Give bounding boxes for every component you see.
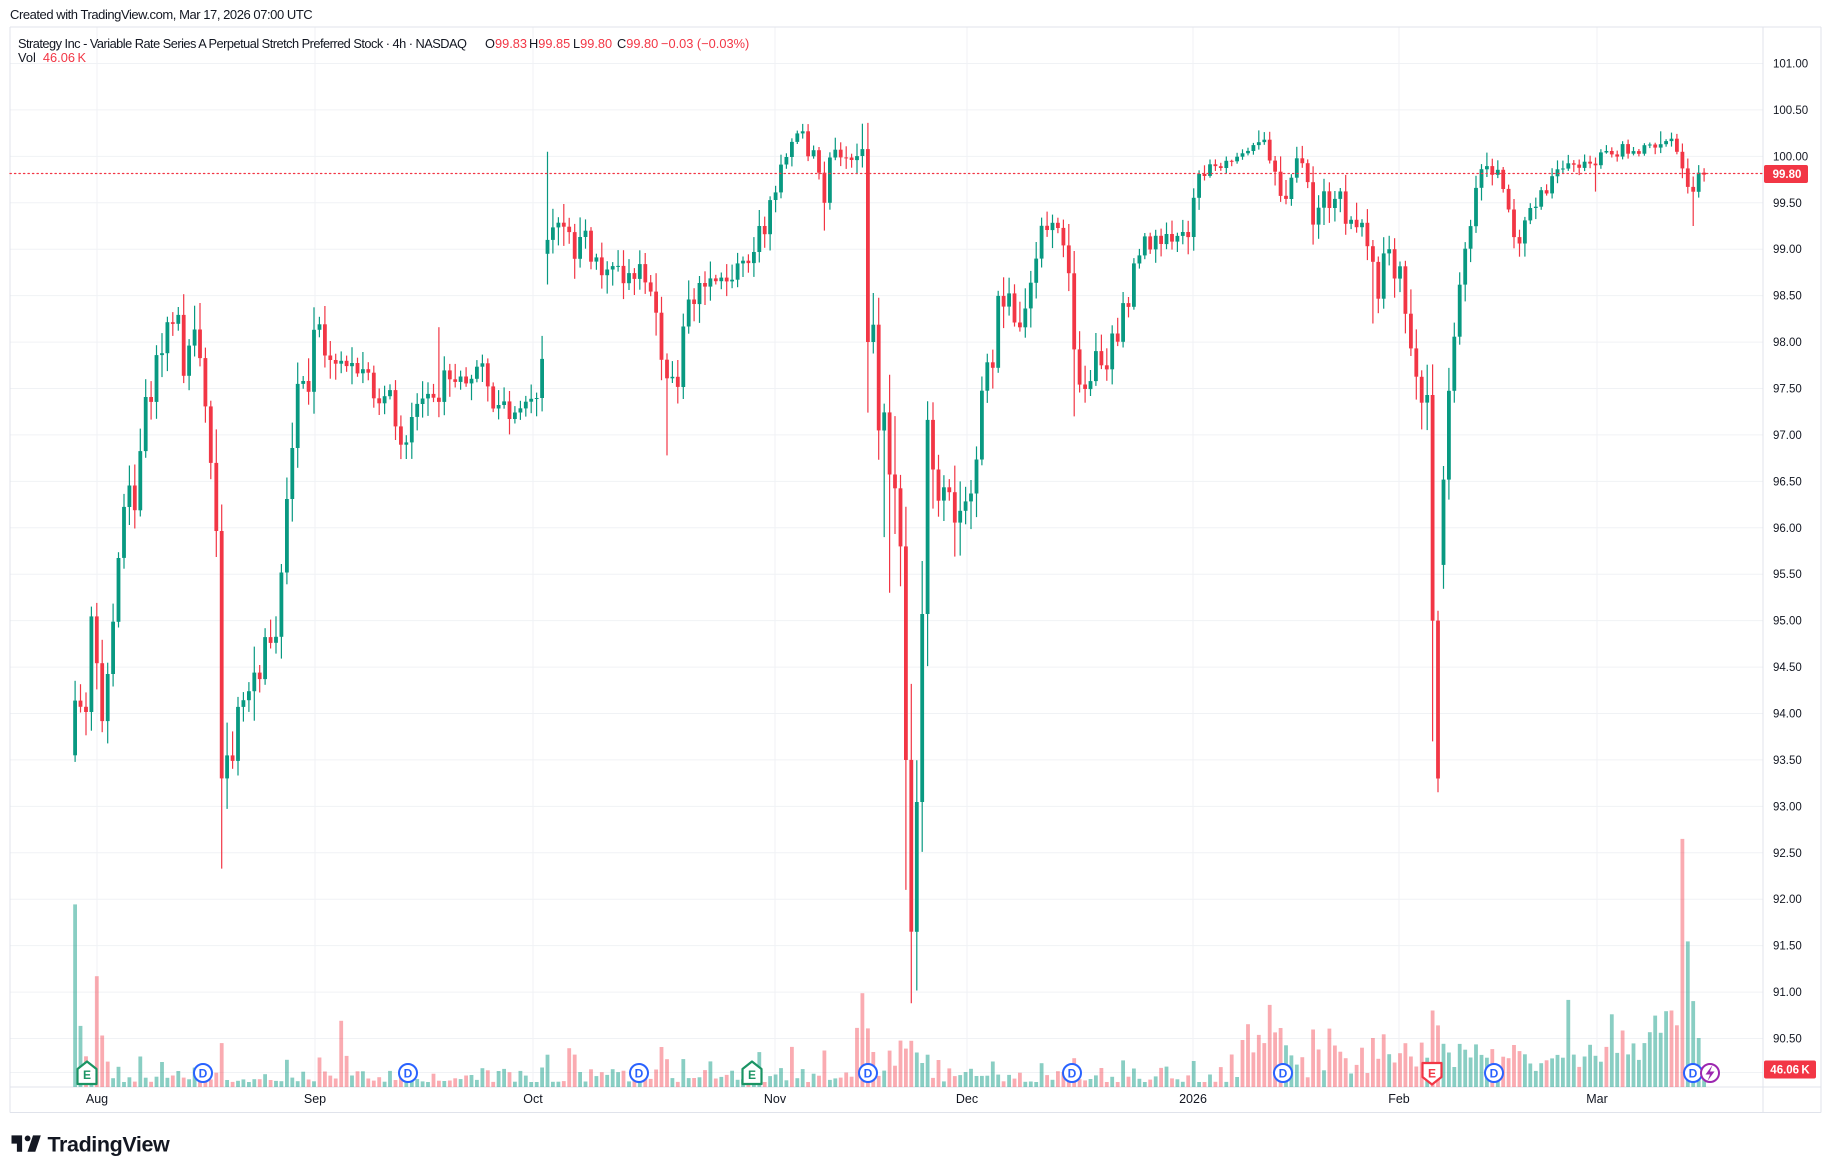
svg-text:95.50: 95.50 — [1773, 569, 1802, 581]
svg-text:96.00: 96.00 — [1773, 523, 1802, 535]
svg-text:94.00: 94.00 — [1773, 709, 1802, 721]
svg-text:97.00: 97.00 — [1773, 430, 1802, 442]
svg-text:D: D — [1689, 1067, 1698, 1081]
svg-text:101.00: 101.00 — [1773, 59, 1808, 71]
svg-text:2026: 2026 — [1179, 1092, 1207, 1106]
svg-text:92.00: 92.00 — [1773, 894, 1802, 906]
svg-text:Mar: Mar — [1586, 1092, 1608, 1106]
svg-text:91.00: 91.00 — [1773, 987, 1802, 999]
svg-text:96.50: 96.50 — [1773, 476, 1802, 488]
svg-text:99.00: 99.00 — [1773, 244, 1802, 256]
svg-text:90.50: 90.50 — [1773, 1034, 1802, 1046]
svg-text:Dec: Dec — [956, 1092, 978, 1106]
svg-text:Nov: Nov — [764, 1092, 787, 1106]
svg-text:D: D — [404, 1067, 413, 1081]
svg-text:Feb: Feb — [1388, 1092, 1410, 1106]
svg-text:E: E — [748, 1068, 756, 1082]
svg-text:100.00: 100.00 — [1773, 151, 1808, 163]
svg-text:98.00: 98.00 — [1773, 337, 1802, 349]
svg-text:46.06 K: 46.06 K — [1770, 1065, 1810, 1077]
svg-text:93.50: 93.50 — [1773, 755, 1802, 767]
svg-text:D: D — [635, 1067, 644, 1081]
svg-text:D: D — [1068, 1067, 1077, 1081]
svg-text:91.50: 91.50 — [1773, 941, 1802, 953]
svg-text:D: D — [1490, 1067, 1499, 1081]
svg-text:D: D — [199, 1067, 208, 1081]
svg-text:99.50: 99.50 — [1773, 198, 1802, 210]
svg-text:93.00: 93.00 — [1773, 801, 1802, 813]
svg-text:Oct: Oct — [523, 1092, 543, 1106]
svg-text:95.00: 95.00 — [1773, 616, 1802, 628]
svg-text:D: D — [1279, 1067, 1288, 1081]
svg-text:D: D — [864, 1067, 873, 1081]
svg-text:98.50: 98.50 — [1773, 291, 1802, 303]
svg-text:Aug: Aug — [86, 1092, 108, 1106]
svg-text:E: E — [1428, 1067, 1436, 1081]
svg-text:100.50: 100.50 — [1773, 105, 1808, 117]
svg-text:99.80: 99.80 — [1773, 169, 1802, 181]
svg-text:94.50: 94.50 — [1773, 662, 1802, 674]
svg-text:Sep: Sep — [304, 1092, 326, 1106]
svg-text:97.50: 97.50 — [1773, 384, 1802, 396]
svg-text:E: E — [83, 1068, 91, 1082]
svg-text:TradingView: TradingView — [48, 1133, 171, 1157]
svg-text:92.50: 92.50 — [1773, 848, 1802, 860]
